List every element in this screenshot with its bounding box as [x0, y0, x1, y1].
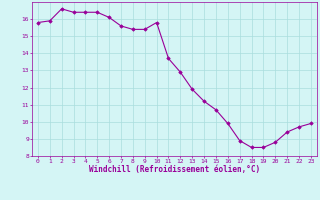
X-axis label: Windchill (Refroidissement éolien,°C): Windchill (Refroidissement éolien,°C) — [89, 165, 260, 174]
